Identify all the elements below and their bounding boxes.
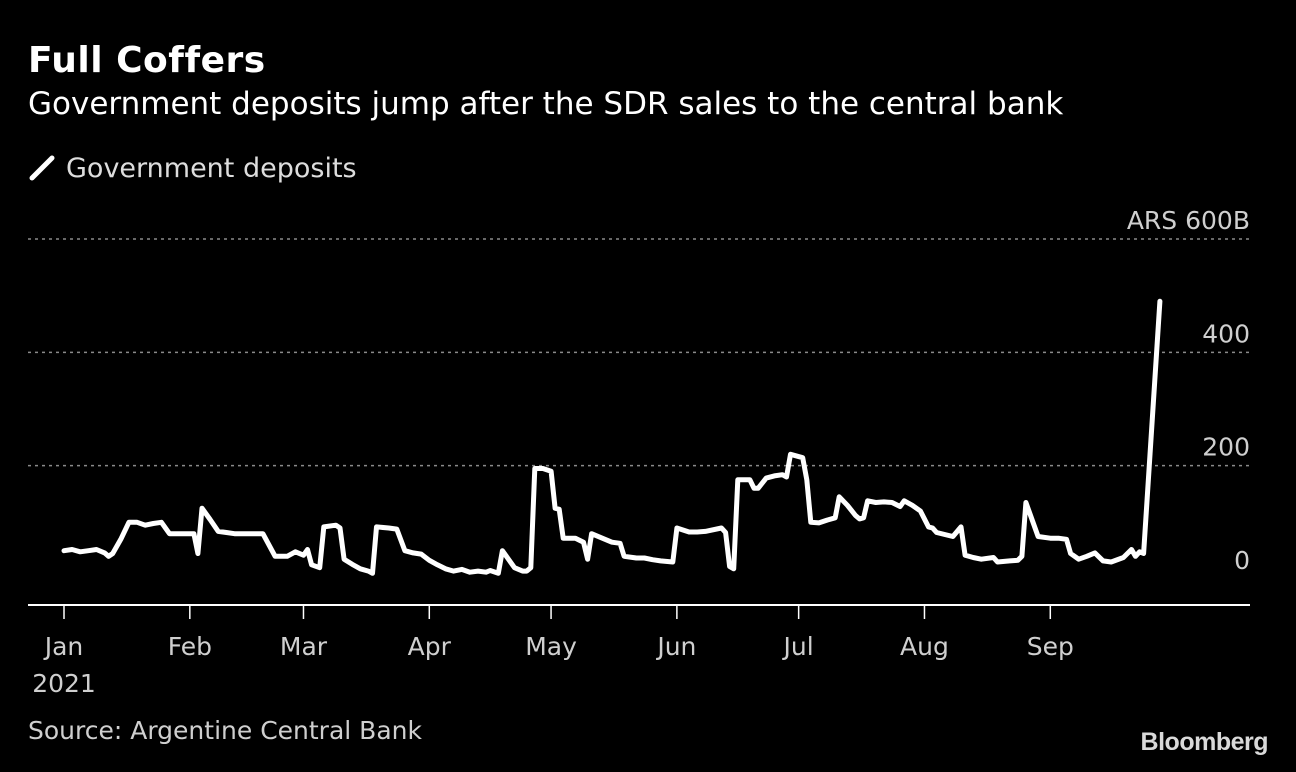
x-tick-label: Feb bbox=[168, 632, 212, 661]
y-tick-label: 0 bbox=[1234, 546, 1250, 575]
series-line-government-deposits bbox=[61, 298, 1163, 576]
x-tick-label: Apr bbox=[408, 632, 452, 661]
x-tick-label: Mar bbox=[280, 632, 328, 661]
y-tick-label: 200 bbox=[1202, 433, 1250, 462]
x-tick-label: Aug bbox=[900, 632, 949, 661]
x-tick-label: May bbox=[525, 632, 577, 661]
y-tick-label: ARS 600B bbox=[1127, 206, 1250, 235]
x-tick-label: Sep bbox=[1027, 632, 1074, 661]
source-note: Source: Argentine Central Bank bbox=[28, 716, 422, 745]
legend-line-icon bbox=[29, 155, 55, 181]
series-layer bbox=[61, 298, 1163, 576]
legend-label: Government deposits bbox=[66, 152, 357, 184]
chart-title: Full Coffers bbox=[28, 40, 266, 81]
y-tick-label: 400 bbox=[1202, 319, 1250, 348]
chart-subtitle: Government deposits jump after the SDR s… bbox=[28, 86, 1064, 122]
grid-layer bbox=[28, 238, 1250, 467]
x-tick-label: Jul bbox=[782, 632, 814, 661]
x-tick-year-label: 2021 bbox=[32, 669, 96, 698]
x-tick-label: Jun bbox=[655, 632, 696, 661]
bloomberg-logo: Bloomberg bbox=[1140, 728, 1269, 756]
x-tick-label: Jan bbox=[43, 632, 84, 661]
legend: Government deposits bbox=[28, 148, 357, 188]
axis-layer: ARS 600B 400 200 0 Jan 2021 Feb Mar Apr May Jun Jul… bbox=[28, 206, 1250, 698]
